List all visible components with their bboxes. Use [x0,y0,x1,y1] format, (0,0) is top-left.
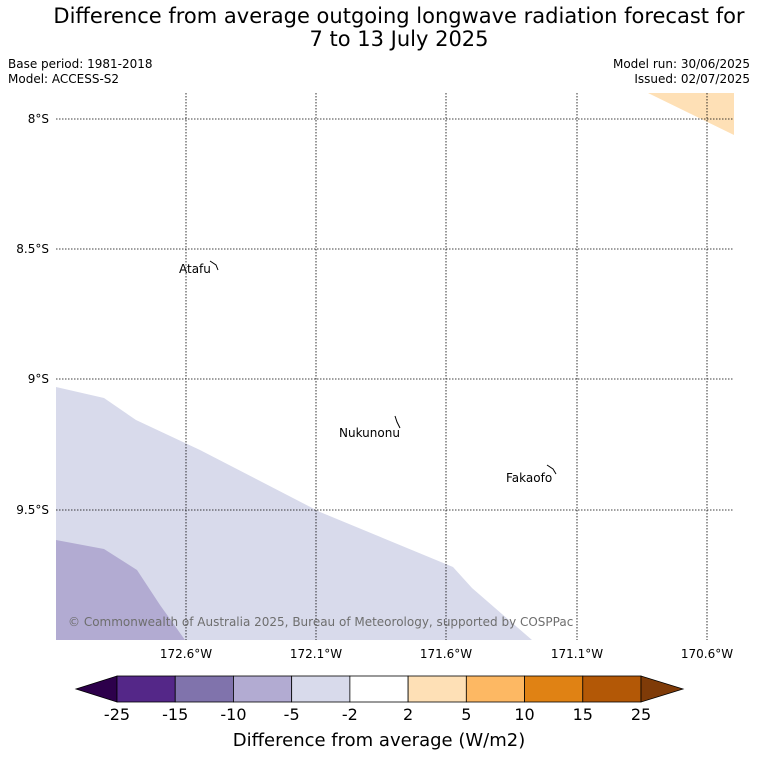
colorbar-segment [407,675,467,703]
colorbar-extend-low [74,675,118,703]
title-line-1: Difference from average outgoing longwav… [53,4,745,28]
gridlines [56,93,734,640]
chart-title: Difference from average outgoing longwav… [0,5,758,51]
colorbar-segment [582,675,642,703]
meta-right: Model run: 30/06/2025 Issued: 02/07/2025 [613,57,750,87]
colorbar-tick-label: -15 [162,705,189,724]
colorbar [74,675,685,703]
island-outlines [209,260,557,475]
lat-label-8-5s: 8.5°S [16,242,49,256]
issued-text: Issued: 02/07/2025 [634,72,750,86]
colorbar-tick-label: -5 [283,705,300,724]
lon-label-172-1w: 172.1°W [290,647,342,661]
lat-label-9s: 9°S [28,372,49,386]
base-period-text: Base period: 1981-2018 [8,57,153,71]
colorbar-segment [465,675,525,703]
anomaly-region-minus2-to-minus5 [56,387,532,640]
colorbar-tick-label: 5 [461,705,472,724]
lon-label-170-6w: 170.6°W [681,647,733,661]
model-text: Model: ACCESS-S2 [8,72,120,86]
colorbar-label: Difference from average (W/m2) [232,730,526,751]
lon-label-171-6w: 171.6°W [420,647,472,661]
colorbar-segment [116,675,176,703]
colorbar-tick-label: -25 [103,705,131,724]
colorbar-segment [524,675,584,703]
colorbar-segment [233,675,293,703]
colorbar-tick-label: -2 [341,705,358,724]
place-label-nukunonu: Nukunonu [339,426,400,440]
copyright-text: © Commonwealth of Australia 2025, Bureau… [68,615,573,629]
model-run-text: Model run: 30/06/2025 [612,57,750,71]
place-label-fakaofo: Fakaofo [506,471,552,485]
lat-label-9-5s: 9.5°S [16,503,49,517]
anomaly-region-plus2-to-plus5 [648,93,734,135]
colorbar-tick-label: 2 [403,705,414,724]
colorbar-tick-label: -10 [220,705,247,724]
nukunonu-island [394,415,401,429]
colorbar-tick-label: 15 [572,705,593,724]
atafu-island [209,260,219,271]
anomaly-region-minus5-to-minus10 [56,540,185,640]
colorbar-segment [174,675,234,703]
meta-left: Base period: 1981-2018 Model: ACCESS-S2 [8,57,153,87]
lon-label-171-1w: 171.1°W [551,647,603,661]
place-label-atafu: Atafu [179,262,211,276]
lat-label-8s: 8°S [28,112,49,126]
title-line-2: 7 to 13 July 2025 [309,27,489,51]
colorbar-segment [291,675,351,703]
colorbar-extend-high [640,675,685,703]
map-area [56,93,734,640]
fakaofo-island [546,464,557,475]
colorbar-segment [349,675,409,703]
colorbar-tick-label: 10 [514,705,535,724]
lon-label-172-6w: 172.6°W [160,647,212,661]
colorbar-tick-label: 25 [630,705,652,724]
